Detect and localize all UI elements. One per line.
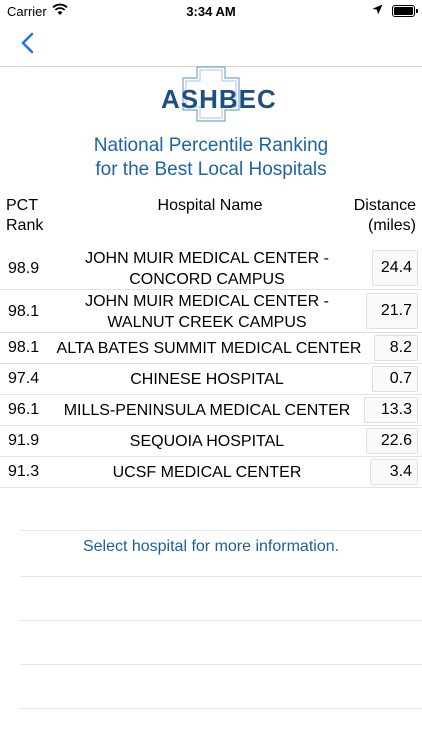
hospital-name-line-1: SEQUOIA HOSPITAL bbox=[129, 433, 285, 450]
distance-value: 13.3 bbox=[364, 397, 418, 423]
hospital-row[interactable]: 96.1 MILLS-PENINSULA MEDICAL CENTER 13.3 bbox=[0, 395, 422, 426]
column-header-hospital-name: Hospital Name bbox=[157, 197, 263, 214]
status-bar: Carrier 3:34 AM bbox=[0, 0, 422, 22]
hospital-name: JOHN MUIR MEDICAL CENTER - CONCORD CAMPU… bbox=[44, 248, 370, 290]
hospital-row[interactable]: 97.4 CHINESE HOSPITAL 0.7 bbox=[0, 364, 422, 395]
separator-line bbox=[20, 530, 422, 531]
page-title: National Percentile Ranking for the Best… bbox=[0, 134, 422, 182]
hospital-name-line-1: CHINESE HOSPITAL bbox=[130, 371, 284, 388]
navigation-bar bbox=[0, 22, 422, 67]
hospital-name-line-2: CONCORD CAMPUS bbox=[129, 271, 285, 288]
hospital-row[interactable]: 98.9 JOHN MUIR MEDICAL CENTER - CONCORD … bbox=[0, 247, 422, 290]
hospital-list: 98.9 JOHN MUIR MEDICAL CENTER - CONCORD … bbox=[0, 247, 422, 488]
back-chevron-icon[interactable] bbox=[18, 32, 40, 54]
pct-header-line-1: PCT bbox=[6, 197, 38, 214]
hospital-name: MILLS-PENINSULA MEDICAL CENTER bbox=[44, 400, 370, 421]
rank-value: 91.9 bbox=[8, 432, 40, 449]
distance-value: 0.7 bbox=[372, 366, 418, 392]
distance-value: 21.7 bbox=[366, 293, 418, 329]
distance-header-line-2: (miles) bbox=[368, 217, 416, 234]
hospital-name-line-2: WALNUT CREEK CAMPUS bbox=[107, 314, 307, 331]
rank-value: 98.1 bbox=[8, 339, 40, 356]
hospital-name-line-1: MILLS-PENINSULA MEDICAL CENTER bbox=[63, 402, 351, 419]
separator-line bbox=[20, 664, 422, 665]
separator-line bbox=[20, 620, 422, 621]
title-line-1: National Percentile Ranking bbox=[93, 135, 329, 156]
rank-value: 98.9 bbox=[8, 260, 40, 277]
hospital-name: CHINESE HOSPITAL bbox=[44, 369, 370, 390]
hospital-row[interactable]: 91.3 UCSF MEDICAL CENTER 3.4 bbox=[0, 457, 422, 488]
rank-value: 97.4 bbox=[8, 370, 40, 387]
hospital-name: ALTA BATES SUMMIT MEDICAL CENTER bbox=[44, 338, 374, 359]
ashbec-logo: ASHBEC bbox=[161, 66, 277, 122]
separator-line bbox=[20, 708, 422, 709]
battery-icon bbox=[392, 5, 418, 17]
select-hospital-hint: Select hospital for more information. bbox=[82, 538, 340, 555]
separator-line bbox=[20, 576, 422, 577]
status-time: 3:34 AM bbox=[186, 4, 236, 19]
distance-value: 3.4 bbox=[370, 459, 418, 485]
hospital-name: UCSF MEDICAL CENTER bbox=[44, 462, 370, 483]
hospital-row[interactable]: 91.9 SEQUOIA HOSPITAL 22.6 bbox=[0, 426, 422, 457]
hospital-row[interactable]: 98.1 ALTA BATES SUMMIT MEDICAL CENTER 8.… bbox=[0, 333, 422, 364]
hospital-row[interactable]: 98.1 JOHN MUIR MEDICAL CENTER - WALNUT C… bbox=[0, 290, 422, 333]
hospital-name: SEQUOIA HOSPITAL bbox=[44, 431, 370, 452]
distance-value: 22.6 bbox=[366, 428, 418, 454]
rank-value: 96.1 bbox=[8, 401, 40, 418]
distance-value: 24.4 bbox=[372, 250, 418, 286]
wifi-icon bbox=[52, 3, 68, 15]
hospital-name-line-1: JOHN MUIR MEDICAL CENTER - bbox=[85, 250, 329, 267]
hospital-name: JOHN MUIR MEDICAL CENTER - WALNUT CREEK … bbox=[44, 291, 370, 333]
rank-value: 91.3 bbox=[8, 463, 40, 480]
carrier-label: Carrier bbox=[7, 4, 47, 19]
rank-value: 98.1 bbox=[8, 303, 40, 320]
distance-value: 8.2 bbox=[374, 335, 418, 361]
column-header-distance: Distance (miles) bbox=[354, 196, 416, 236]
location-arrow-icon bbox=[372, 4, 383, 15]
hospital-name-line-1: JOHN MUIR MEDICAL CENTER - bbox=[85, 293, 329, 310]
title-line-2: for the Best Local Hospitals bbox=[95, 159, 327, 180]
column-header-pct-rank: PCT Rank bbox=[6, 196, 43, 236]
hospital-name-line-1: ALTA BATES SUMMIT MEDICAL CENTER bbox=[56, 340, 362, 357]
distance-header-line-1: Distance bbox=[353, 197, 416, 214]
logo-text: ASHBEC bbox=[161, 84, 277, 114]
hospital-name-line-1: UCSF MEDICAL CENTER bbox=[112, 464, 302, 481]
pct-header-line-2: Rank bbox=[6, 217, 44, 234]
